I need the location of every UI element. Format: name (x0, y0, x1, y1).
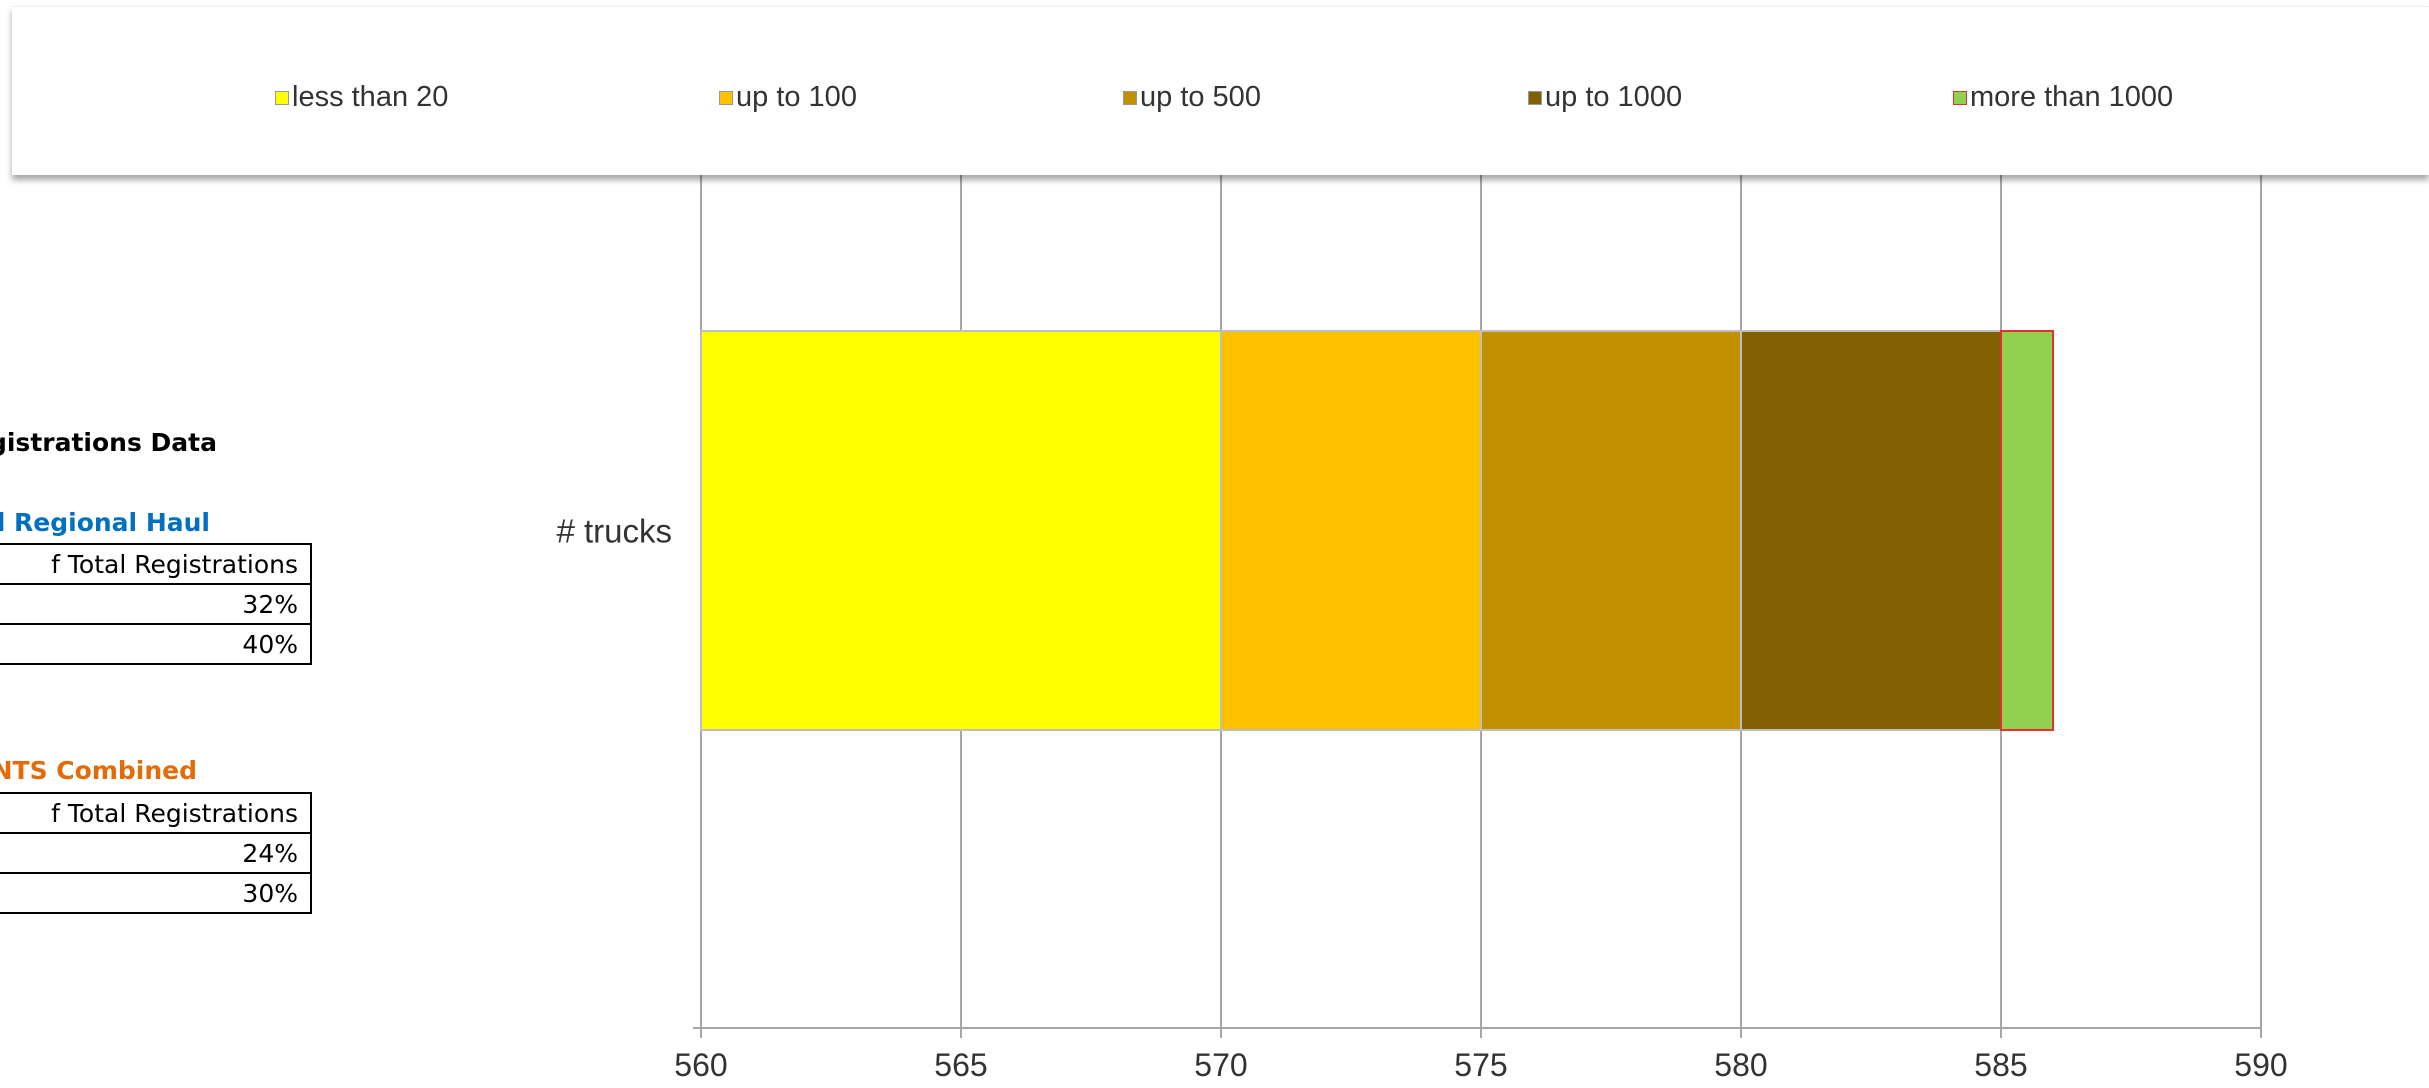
y-category-label: # trucks (556, 513, 672, 550)
x-tick-label: 590 (2234, 1047, 2287, 1083)
legend-item: more than 1000 (1953, 81, 2173, 114)
bar-segment (1480, 330, 1742, 731)
table-row: 40% (0, 623, 312, 665)
chart-legend: less than 20 up to 100 up to 500 up to 1000… (12, 6, 2429, 175)
table-cell: 32% (0, 583, 312, 625)
bar-segment (1220, 330, 1482, 731)
x-tick-label: 560 (674, 1047, 727, 1083)
table-cell: 24% (0, 832, 312, 874)
table-row: 32% (0, 583, 312, 625)
x-tick-label: 570 (1194, 1047, 1247, 1083)
legend-label: up to 100 (736, 81, 857, 113)
section1-table: f Total Registrations 32% 40% (0, 543, 312, 665)
table-row: f Total Registrations (0, 543, 312, 585)
x-tick-label: 580 (1714, 1047, 1767, 1083)
table-row: f Total Registrations (0, 792, 312, 834)
bar-segment (700, 330, 1222, 731)
table-header-cell: f Total Registrations (0, 792, 312, 834)
legend-item: up to 100 (719, 81, 857, 114)
table-cell: 30% (0, 872, 312, 914)
x-tick-label: 565 (934, 1047, 987, 1083)
bar-segment (1740, 330, 2002, 731)
section2-title: ENTS Combined (0, 756, 197, 785)
table-cell: 40% (0, 623, 312, 665)
table-header-cell: f Total Registrations (0, 543, 312, 585)
bar-segment (2000, 330, 2054, 731)
x-tick-label: 585 (1974, 1047, 2027, 1083)
legend-swatch (719, 90, 733, 105)
legend-label: up to 1000 (1545, 81, 1683, 113)
legend-swatch (1123, 90, 1137, 105)
table-row: 24% (0, 832, 312, 874)
legend-swatch (1528, 90, 1542, 105)
legend-item: up to 500 (1123, 81, 1261, 114)
legend-swatch (1953, 90, 1967, 105)
legend-label: less than 20 (292, 81, 449, 113)
sheet-heading: Registrations Data (0, 428, 217, 457)
legend-swatch (275, 90, 289, 105)
legend-label: more than 1000 (1970, 81, 2174, 113)
section2-table: f Total Registrations 24% 30% (0, 792, 312, 914)
legend-label: up to 500 (1140, 81, 1261, 113)
legend-item: less than 20 (275, 81, 448, 114)
spreadsheet-fragment: Registrations Data nd Regional Haul f To… (0, 0, 330, 1088)
section1-title: nd Regional Haul (0, 508, 210, 537)
x-tick-label: 575 (1454, 1047, 1507, 1083)
table-row: 30% (0, 872, 312, 914)
legend-item: up to 1000 (1528, 81, 1682, 114)
